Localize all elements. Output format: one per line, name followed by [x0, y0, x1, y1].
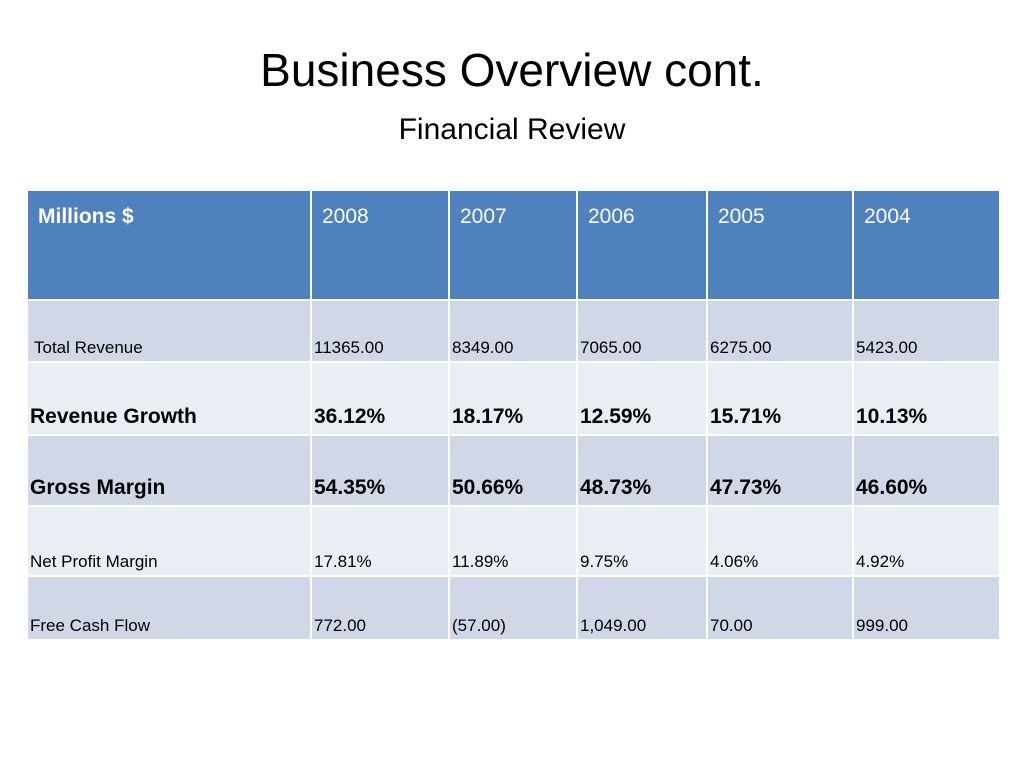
- table-header-row: Millions $ 2008 2007 2006 2005 2004: [26, 189, 1001, 301]
- table-cell: 12.59%: [576, 361, 708, 436]
- table-cell: 9.75%: [576, 505, 708, 577]
- header-cell-metric: Millions $: [26, 189, 312, 301]
- table-cell: 36.12%: [310, 361, 450, 436]
- table-cell: 17.81%: [310, 505, 450, 577]
- table-cell: 8349.00: [448, 299, 578, 363]
- table-cell: 999.00: [852, 575, 1001, 641]
- table-cell: 4.92%: [852, 505, 1001, 577]
- table-cell: 11.89%: [448, 505, 578, 577]
- table-cell: 47.73%: [706, 434, 854, 507]
- header-cell-year: 2008: [310, 189, 450, 301]
- table-cell: 4.06%: [706, 505, 854, 577]
- table-cell: 772.00: [310, 575, 450, 641]
- table-row: Free Cash Flow 772.00 (57.00) 1,049.00 7…: [26, 575, 1001, 641]
- row-label: Free Cash Flow: [26, 575, 312, 641]
- table-cell: 15.71%: [706, 361, 854, 436]
- row-label: Net Profit Margin: [26, 505, 312, 577]
- financial-table: Millions $ 2008 2007 2006 2005 2004 Tota…: [26, 189, 1001, 641]
- table-cell: 10.13%: [852, 361, 1001, 436]
- table-cell: 18.17%: [448, 361, 578, 436]
- table-cell: 54.35%: [310, 434, 450, 507]
- table-cell: 46.60%: [852, 434, 1001, 507]
- table-row: Gross Margin 54.35% 50.66% 48.73% 47.73%…: [26, 434, 1001, 507]
- table-row: Net Profit Margin 17.81% 11.89% 9.75% 4.…: [26, 505, 1001, 577]
- table-cell: 6275.00: [706, 299, 854, 363]
- table-cell: 7065.00: [576, 299, 708, 363]
- table-cell: 5423.00: [852, 299, 1001, 363]
- table-cell: 11365.00: [310, 299, 450, 363]
- slide-subtitle: Financial Review: [398, 113, 626, 146]
- table-cell: 50.66%: [448, 434, 578, 507]
- slide-title: Business Overview cont.: [260, 44, 764, 96]
- row-label: Total Revenue: [26, 299, 312, 363]
- table-cell: 48.73%: [576, 434, 708, 507]
- table-cell: 1,049.00: [576, 575, 708, 641]
- header-cell-year: 2004: [852, 189, 1001, 301]
- table-row: Revenue Growth 36.12% 18.17% 12.59% 15.7…: [26, 361, 1001, 436]
- table-cell: 70.00: [706, 575, 854, 641]
- header-cell-year: 2007: [448, 189, 578, 301]
- header-cell-year: 2005: [706, 189, 854, 301]
- row-label: Revenue Growth: [26, 361, 312, 436]
- header-cell-year: 2006: [576, 189, 708, 301]
- row-label: Gross Margin: [26, 434, 312, 507]
- table-row: Total Revenue 11365.00 8349.00 7065.00 6…: [26, 299, 1001, 363]
- table-cell: (57.00): [448, 575, 578, 641]
